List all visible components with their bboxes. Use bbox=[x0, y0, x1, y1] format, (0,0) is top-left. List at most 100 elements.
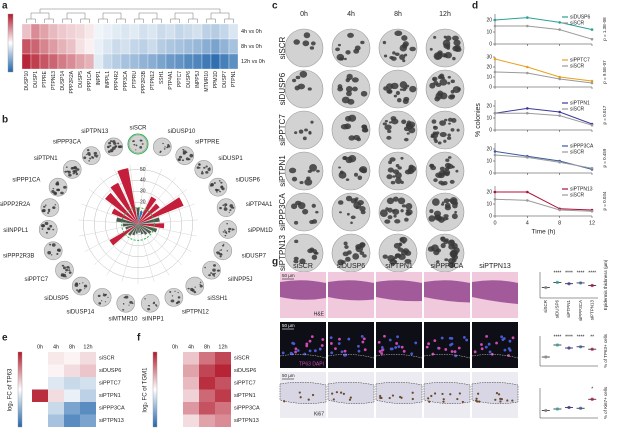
colony bbox=[117, 142, 120, 145]
row-label: siPPTC7 bbox=[234, 381, 256, 387]
legend-label: siSCR bbox=[570, 20, 585, 26]
x-tick-label: 0 bbox=[493, 220, 496, 226]
heat-cell bbox=[80, 414, 96, 427]
nucleus bbox=[305, 342, 309, 346]
group-label: siPTPN1 bbox=[566, 300, 571, 318]
colony bbox=[65, 166, 68, 168]
colony bbox=[456, 128, 460, 132]
spoke bbox=[88, 189, 139, 225]
reference-circle bbox=[121, 207, 155, 241]
nucleus bbox=[506, 399, 509, 402]
spoke bbox=[84, 223, 139, 252]
colony bbox=[339, 170, 344, 175]
heat-cell bbox=[183, 377, 199, 390]
heat-cell bbox=[80, 377, 96, 390]
colony bbox=[359, 166, 368, 174]
nucleus bbox=[377, 340, 381, 344]
colony bbox=[170, 299, 175, 303]
p-value: p = 1.3E-08 bbox=[602, 17, 607, 41]
colony bbox=[215, 188, 219, 192]
heat-cell bbox=[183, 23, 194, 40]
mean-point bbox=[555, 407, 560, 411]
colony bbox=[76, 289, 79, 291]
time-label: 8h bbox=[394, 11, 402, 18]
colony bbox=[201, 170, 204, 173]
bar bbox=[109, 224, 138, 246]
heat-cell bbox=[48, 23, 59, 40]
heat-cell bbox=[111, 53, 122, 70]
heat-cell bbox=[167, 352, 183, 365]
colony bbox=[395, 177, 402, 184]
gene-label: siDUSP7 bbox=[242, 254, 267, 260]
colony bbox=[437, 141, 442, 145]
heat-cell bbox=[120, 53, 131, 70]
colony bbox=[295, 75, 301, 80]
colony bbox=[433, 80, 439, 86]
nucleus bbox=[308, 349, 312, 353]
colony bbox=[359, 205, 366, 212]
line bbox=[494, 107, 593, 125]
colony bbox=[123, 296, 126, 299]
point bbox=[590, 81, 594, 85]
colony bbox=[431, 119, 437, 124]
colony bbox=[89, 157, 92, 160]
colony bbox=[434, 214, 442, 221]
colony bbox=[177, 158, 181, 161]
significance: ** bbox=[590, 334, 594, 340]
heat-cell bbox=[57, 38, 68, 55]
heat-cell bbox=[111, 38, 122, 55]
nucleus bbox=[495, 341, 498, 345]
colony bbox=[298, 202, 306, 210]
heat-cell bbox=[84, 53, 95, 70]
nucleus bbox=[347, 337, 351, 341]
dish bbox=[40, 198, 60, 218]
colony bbox=[220, 185, 224, 188]
colony bbox=[353, 198, 358, 202]
dish bbox=[152, 137, 172, 157]
nucleus bbox=[484, 345, 488, 349]
nucleus bbox=[338, 337, 341, 341]
heat-cell bbox=[201, 53, 212, 70]
colony bbox=[224, 203, 228, 207]
colony bbox=[452, 86, 461, 94]
colony bbox=[455, 169, 459, 173]
colony bbox=[345, 195, 353, 202]
colony bbox=[52, 188, 55, 190]
nucleus bbox=[400, 345, 404, 349]
colony bbox=[405, 209, 409, 212]
nucleus bbox=[292, 342, 296, 346]
panel-label: d bbox=[472, 1, 478, 12]
colony bbox=[147, 307, 151, 311]
colony bbox=[348, 114, 357, 122]
nucleus bbox=[461, 400, 465, 404]
heat-cell bbox=[156, 53, 167, 70]
nucleus bbox=[339, 391, 343, 394]
legend-label: siPTPN13 bbox=[570, 186, 593, 192]
bar bbox=[138, 224, 152, 234]
colony bbox=[199, 284, 203, 288]
colony bbox=[384, 124, 392, 131]
colony bbox=[350, 221, 353, 225]
heat-cell bbox=[199, 414, 215, 427]
column-label: siPPP3CA bbox=[431, 263, 464, 270]
mean-point bbox=[567, 346, 571, 350]
dish bbox=[81, 146, 101, 165]
heat-cell bbox=[57, 53, 68, 70]
colony bbox=[400, 209, 404, 213]
colony bbox=[103, 292, 105, 294]
colony bbox=[294, 131, 298, 135]
colony bbox=[401, 204, 407, 208]
nucleus bbox=[363, 348, 367, 352]
colony bbox=[97, 294, 101, 298]
legend-label: siSCR bbox=[570, 106, 585, 112]
colony bbox=[205, 171, 209, 174]
y-axis-label: % of Ki67+ cells bbox=[603, 386, 608, 419]
nucleus bbox=[441, 392, 444, 396]
bar bbox=[138, 203, 160, 224]
nucleus bbox=[487, 342, 491, 346]
gene-label: DUSP1 bbox=[33, 71, 39, 88]
colony bbox=[43, 205, 46, 208]
colony bbox=[447, 133, 451, 137]
gene-label: siPTPN1 bbox=[34, 156, 58, 162]
gene-label: siSCR bbox=[129, 126, 147, 132]
